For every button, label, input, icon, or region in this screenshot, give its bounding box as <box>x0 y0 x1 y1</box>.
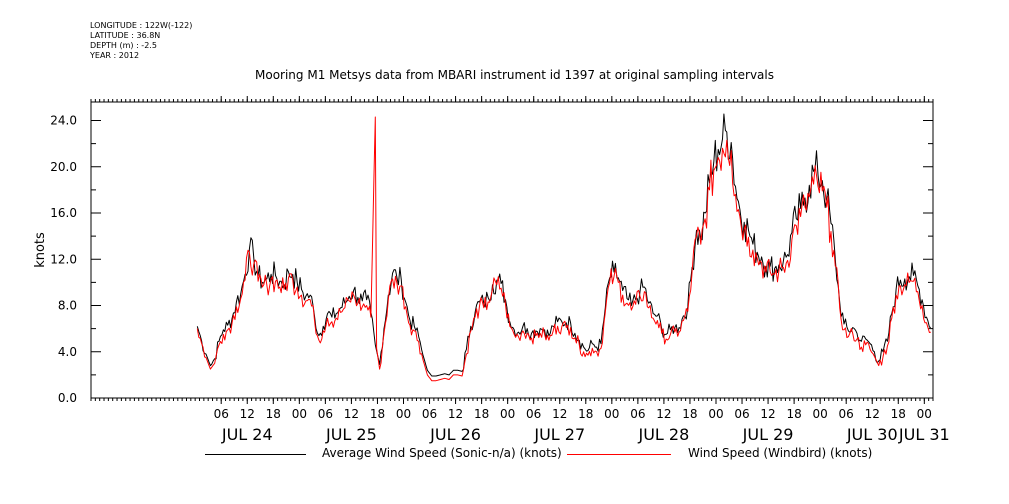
x-tick-label: 12 <box>240 407 255 421</box>
x-day-label: JUL 25 <box>325 425 377 444</box>
x-day-label: JUL 24 <box>221 425 273 444</box>
x-day-label: JUL 30 <box>846 425 898 444</box>
x-tick-label: 18 <box>682 407 697 421</box>
x-tick-label: 06 <box>630 407 645 421</box>
x-tick-label: 06 <box>734 407 749 421</box>
x-tick-label: 12 <box>344 407 359 421</box>
legend-label-average: Average Wind Speed (Sonic-n/a) (knots) <box>322 446 562 460</box>
x-tick-label: 18 <box>370 407 385 421</box>
x-tick-label: 12 <box>448 407 463 421</box>
x-tick-label: 00 <box>396 407 411 421</box>
x-tick-label: 12 <box>865 407 880 421</box>
longitude-text: LONGITUDE : 122W(-122) <box>90 21 193 30</box>
x-tick-label: 06 <box>422 407 437 421</box>
y-tick-label: 24.0 <box>50 114 77 128</box>
depth-text: DEPTH (m) : -2.5 <box>90 41 157 50</box>
x-tick-label: 00 <box>813 407 828 421</box>
x-day-label: JUL 26 <box>429 425 481 444</box>
legend-swatch-average <box>205 454 306 455</box>
y-tick-label: 8.0 <box>58 299 77 313</box>
y-tick-label: 0.0 <box>58 391 77 405</box>
x-tick-label: 00 <box>708 407 723 421</box>
x-tick-label: 06 <box>214 407 229 421</box>
chart-title: Mooring M1 Metsys data from MBARI instru… <box>255 68 774 82</box>
plot-frame <box>90 101 934 399</box>
series-line-windbird <box>196 116 931 382</box>
x-tick-label: 06 <box>839 407 854 421</box>
year-text: YEAR : 2012 <box>90 51 140 60</box>
x-day-label: JUL 28 <box>638 425 690 444</box>
legend-label-windbird: Wind Speed (Windbird) (knots) <box>688 446 873 460</box>
x-tick-label: 12 <box>552 407 567 421</box>
x-tick-label: 18 <box>786 407 801 421</box>
x-day-label: JUL 29 <box>742 425 794 444</box>
x-tick-label: 18 <box>474 407 489 421</box>
x-tick-label: 18 <box>578 407 593 421</box>
x-day-label: JUL 27 <box>533 425 585 444</box>
x-tick-label: 18 <box>891 407 906 421</box>
latitude-text: LATITUDE : 36.8N <box>90 31 161 40</box>
y-tick-label: 4.0 <box>58 345 77 359</box>
x-day-label: JUL 31 <box>898 425 950 444</box>
x-tick-label: 12 <box>656 407 671 421</box>
x-tick-label: 00 <box>500 407 515 421</box>
x-tick-label: 00 <box>604 407 619 421</box>
x-tick-label: 18 <box>266 407 281 421</box>
y-axis-label: knots <box>33 232 48 268</box>
metadata-block: LONGITUDE : 122W(-122) LATITUDE : 36.8N … <box>90 21 192 61</box>
legend-swatch-windbird <box>567 454 671 455</box>
y-tick-label: 12.0 <box>50 252 77 266</box>
y-tick-label: 16.0 <box>50 206 77 220</box>
series-line-average-wind-speed <box>196 113 931 377</box>
x-tick-label: 00 <box>917 407 932 421</box>
x-tick-label: 00 <box>292 407 307 421</box>
x-tick-label: 06 <box>526 407 541 421</box>
y-tick-label: 20.0 <box>50 160 77 174</box>
x-tick-label: 06 <box>318 407 333 421</box>
x-tick-label: 12 <box>760 407 775 421</box>
